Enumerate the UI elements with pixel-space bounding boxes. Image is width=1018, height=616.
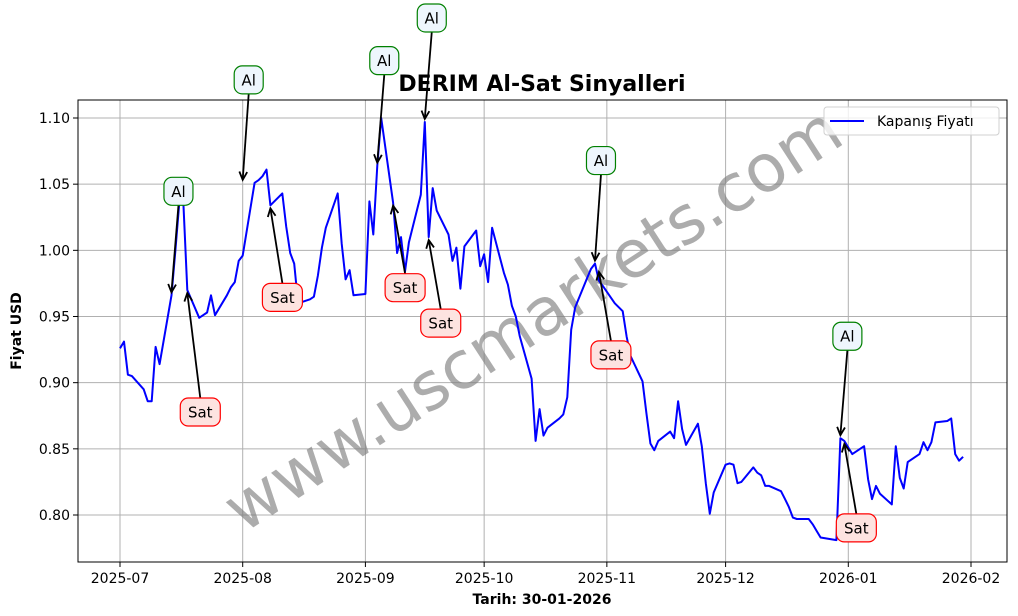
axis-ticks: 2025-07 2025-08 2025-09 2025-10 2025-11 2025-… (39, 111, 1000, 587)
signal-label-box (163, 176, 194, 206)
y-tick-label: 0.90 (39, 376, 70, 392)
signal-label-text: Al (594, 152, 608, 170)
signal-label-box (233, 65, 264, 95)
signal-label-box (369, 46, 400, 76)
y-tick-label: 0.80 (39, 508, 70, 524)
signal-annotations: Al Sat Al Sat Al Sat Al Sat Al Sat Al Sat (163, 3, 877, 543)
x-tick-label: 2025-08 (213, 571, 272, 587)
signal-label-box (384, 273, 426, 303)
x-axis-title: Tarih: 30-01-2026 (473, 592, 612, 608)
signal-arrow (594, 174, 602, 261)
signal-label-text: Sat (188, 404, 213, 422)
x-tick-label: 2025-12 (696, 571, 755, 587)
sell-signal: Sat (179, 290, 221, 427)
signal-label-box (585, 145, 617, 176)
y-tick-label: 0.95 (39, 310, 70, 326)
x-tick-label: 2025-07 (91, 571, 150, 587)
buy-signal: Al (233, 65, 264, 182)
arrow-head-icon (266, 206, 277, 218)
buy-signal: Al (369, 46, 400, 165)
signal-arrow (269, 208, 284, 284)
signal-label-box (420, 308, 462, 338)
signal-label-text: Al (241, 71, 255, 89)
signal-label-text: Sat (844, 519, 869, 537)
signal-label-box (835, 513, 877, 543)
signal-label-box (261, 282, 304, 312)
x-tick-label: 2025-11 (578, 571, 637, 587)
arrow-head-icon (590, 251, 601, 263)
plot-frame (77, 99, 1008, 563)
signal-label-text: Al (840, 328, 854, 346)
arrow-head-icon (183, 290, 193, 302)
signal-arrow (376, 74, 386, 163)
signal-label-text: Al (425, 9, 439, 27)
arrow-head-icon (238, 171, 248, 182)
arrow-head-icon (167, 283, 177, 295)
y-tick-label: 1.00 (39, 243, 70, 259)
sell-signal: Sat (420, 238, 462, 338)
signal-label-box (832, 321, 863, 351)
buy-signal: Al (163, 176, 194, 295)
signal-arrow (423, 31, 433, 120)
sell-signal: Sat (590, 269, 632, 370)
legend: Kapanış Fiyatı (823, 106, 1000, 136)
signal-arrow (843, 443, 858, 515)
arrow-head-icon (595, 269, 605, 281)
buy-signal: Al (585, 145, 617, 263)
signal-arrow (392, 205, 406, 274)
signal-arrow (839, 350, 849, 436)
signal-arrow (170, 205, 180, 293)
signal-label-text: Sat (599, 346, 624, 364)
signal-label-box (179, 397, 221, 427)
signal-arrow (427, 239, 442, 310)
signal-label-box (416, 3, 447, 33)
x-tick-label: 2025-09 (336, 571, 395, 587)
signal-arrow (186, 292, 202, 399)
arrow-head-icon (836, 426, 846, 438)
legend-box (823, 106, 1000, 136)
arrow-head-icon (389, 203, 400, 215)
sell-signal: Sat (384, 203, 426, 303)
signal-label-text: Al (171, 183, 185, 201)
arrow-head-icon (425, 238, 435, 250)
arrow-head-icon (840, 441, 851, 453)
buy-signal: Al (416, 3, 447, 122)
signal-arrow (241, 93, 250, 180)
price-line (119, 117, 964, 542)
y-tick-label: 0.85 (39, 442, 70, 458)
x-tick-label: 2025-10 (455, 571, 514, 587)
x-tick-label: 2026-02 (942, 571, 1001, 587)
grid-lines (78, 100, 1007, 562)
signal-label-text: Sat (270, 289, 295, 307)
legend-label: Kapanış Fiyatı (877, 114, 974, 130)
sell-signal: Sat (261, 206, 304, 312)
y-tick-label: 1.10 (39, 111, 70, 127)
signal-label-text: Sat (393, 279, 418, 297)
signal-label-box (590, 340, 632, 370)
signal-arrow (598, 271, 612, 342)
x-tick-label: 2026-01 (819, 571, 878, 587)
chart-title: DERIM Al-Sat Sinyalleri (398, 72, 685, 97)
signal-label-text: Sat (428, 315, 453, 333)
sell-signal: Sat (835, 441, 877, 543)
arrow-head-icon (373, 153, 383, 165)
y-axis-title: Fiyat USD (9, 292, 25, 370)
signal-label-text: Al (377, 52, 391, 70)
arrow-head-icon (420, 110, 431, 122)
y-tick-label: 1.05 (39, 177, 70, 193)
buy-signal: Al (832, 321, 863, 438)
